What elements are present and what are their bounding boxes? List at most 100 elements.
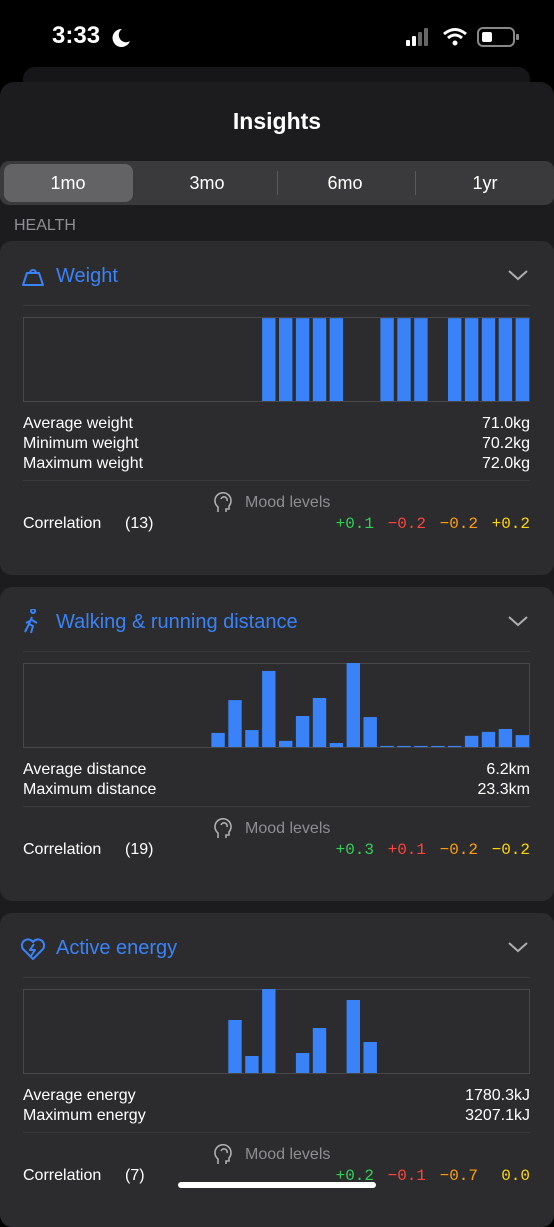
chart [23, 317, 530, 402]
correlation-label: Correlation [23, 841, 102, 858]
separator [23, 305, 530, 306]
correlation-value: +0.3 [335, 841, 374, 859]
bar [380, 318, 394, 401]
stat-value: 1780.3kJ [465, 1087, 530, 1104]
stat-label: Average weight [23, 415, 133, 432]
correlation-label: Correlation [23, 1167, 102, 1184]
mood-label: Mood levels [245, 494, 331, 511]
bar [245, 1056, 259, 1073]
separator [23, 480, 530, 481]
icon-path [22, 269, 44, 286]
bar [498, 728, 513, 747]
status-icons [406, 27, 519, 47]
home-indicator [178, 1182, 376, 1188]
bar [498, 318, 513, 401]
chevron[interactable] [506, 267, 530, 283]
chevron-path [508, 942, 528, 953]
card-title: Weight [56, 265, 118, 287]
mood-icon-path [214, 818, 232, 838]
separator [23, 1132, 530, 1133]
correlation-value: −0.2 [439, 841, 478, 859]
chart-frame [23, 663, 530, 748]
bar [312, 318, 327, 401]
bar [295, 715, 310, 747]
bar [262, 670, 276, 747]
status-time: 3:33 [52, 22, 101, 49]
bar [245, 730, 259, 747]
card [0, 587, 554, 901]
chevron-path [508, 270, 528, 281]
separator [23, 806, 530, 807]
stat-value: 6.2km [486, 761, 530, 778]
chart-frame [23, 989, 530, 1074]
tab[interactable]: 1yr [472, 173, 498, 193]
card-icon [24, 609, 38, 634]
correlation-value: +0.2 [335, 1167, 374, 1185]
bar [397, 318, 411, 401]
bar [312, 697, 327, 747]
stat-label: Minimum weight [23, 435, 139, 452]
correlation-label: Correlation [23, 515, 102, 532]
selected-tab [4, 164, 133, 202]
screen: 3:33 Insights HEALTH (() => { const data… [0, 22, 554, 1227]
correlation-value: −0.2 [387, 515, 426, 533]
chevron[interactable] [506, 939, 530, 955]
bar [279, 318, 293, 401]
tab-separator [277, 171, 278, 195]
bar [363, 717, 377, 747]
icon-path [24, 609, 38, 634]
mood-icon [214, 1144, 232, 1164]
bar [481, 731, 496, 747]
mood-icon-path [214, 492, 232, 512]
card [0, 913, 554, 1227]
bar [346, 1000, 360, 1073]
stat-label: Maximum distance [23, 781, 157, 798]
bar [262, 989, 276, 1073]
card-title: Walking & running distance [56, 611, 298, 633]
bar [515, 735, 529, 747]
stat-value: 72.0kg [481, 455, 530, 472]
bar [414, 318, 428, 401]
chevron-path [508, 616, 528, 627]
stat-value: 71.0kg [481, 415, 530, 432]
card-icon [20, 938, 46, 960]
correlation-count: (19) [125, 841, 154, 858]
bar [380, 745, 394, 747]
mood-label: Mood levels [245, 1146, 331, 1163]
correlation-value: +0.1 [335, 515, 374, 533]
tab[interactable]: 3mo [189, 173, 225, 193]
correlation-value: −0.2 [439, 515, 478, 533]
bar [464, 735, 479, 747]
stat-value: 23.3km [477, 781, 530, 798]
separator [23, 977, 530, 978]
bar [329, 318, 344, 401]
chart [23, 989, 530, 1074]
title: Insights [232, 108, 322, 134]
moon-icon [112, 28, 130, 47]
tab-separator [415, 171, 416, 195]
bar [228, 700, 242, 747]
correlation-value: −0.2 [491, 841, 530, 859]
bar [363, 1041, 377, 1073]
section-label: HEALTH [14, 217, 76, 234]
bar [228, 1019, 242, 1073]
chart [23, 663, 530, 748]
tab[interactable]: 6mo [327, 173, 363, 193]
card [0, 241, 554, 575]
stat-value: 70.2kg [481, 435, 530, 452]
bar [262, 318, 276, 401]
page: Insights {"status_bar": {"time": "3:33"}… [0, 22, 554, 1227]
stat-label: Maximum weight [23, 455, 144, 472]
bar [515, 318, 529, 401]
bar [414, 745, 428, 747]
bar [397, 745, 411, 747]
bar [295, 318, 310, 401]
bar [346, 663, 360, 747]
tab[interactable]: 1mo [50, 173, 86, 193]
bar [295, 1052, 310, 1073]
stat-label: Average energy [23, 1087, 136, 1104]
mood-icon [214, 818, 232, 838]
chevron[interactable] [506, 613, 530, 629]
correlation-value: 0.0 [501, 1167, 530, 1185]
correlation-value: +0.1 [387, 841, 426, 859]
